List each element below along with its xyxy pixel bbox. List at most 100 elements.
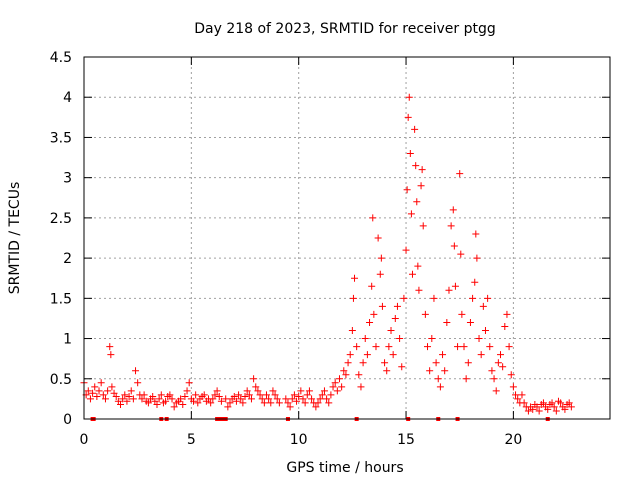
data-point — [398, 363, 406, 371]
data-point — [460, 343, 468, 351]
data-point — [308, 395, 316, 403]
data-point — [207, 399, 215, 407]
data-point — [372, 343, 380, 351]
data-point — [224, 403, 232, 411]
data-point — [217, 397, 225, 405]
x-axis-label: GPS time / hours — [286, 460, 403, 476]
data-point — [138, 395, 146, 403]
data-point — [215, 392, 223, 400]
data-point — [355, 371, 363, 379]
data-point — [245, 391, 253, 399]
data-point — [405, 93, 413, 101]
data-point — [481, 327, 489, 335]
data-point — [404, 113, 412, 121]
data-point — [454, 343, 462, 351]
data-point — [417, 182, 425, 190]
data-point — [424, 343, 432, 351]
data-point — [464, 359, 472, 367]
data-point — [262, 391, 270, 399]
data-point — [400, 294, 408, 302]
data-point — [484, 294, 492, 302]
data-point — [331, 379, 339, 387]
x-tick-label: 10 — [290, 432, 308, 448]
data-point — [260, 399, 268, 407]
data-point — [396, 335, 404, 343]
data-point — [323, 395, 331, 403]
data-point — [533, 403, 541, 411]
data-point — [471, 278, 479, 286]
data-point — [211, 391, 219, 399]
data-point — [421, 310, 429, 318]
data-point — [561, 405, 569, 413]
data-point — [235, 391, 243, 399]
data-point — [340, 367, 348, 375]
data-point — [106, 343, 114, 351]
data-point — [275, 399, 283, 407]
y-tick-label: 0 — [63, 412, 72, 428]
data-point — [144, 399, 152, 407]
data-point — [428, 335, 436, 343]
data-point — [91, 383, 99, 391]
data-point — [226, 399, 234, 407]
data-point — [140, 391, 148, 399]
data-point — [329, 383, 337, 391]
data-point — [230, 392, 238, 400]
data-point — [284, 399, 292, 407]
data-point — [168, 395, 176, 403]
data-point — [112, 392, 120, 400]
data-point — [514, 395, 522, 403]
data-points — [80, 93, 575, 421]
data-point — [316, 395, 324, 403]
data-point — [95, 387, 103, 395]
x-tick-label: 15 — [397, 432, 415, 448]
data-point — [499, 363, 507, 371]
data-point — [305, 387, 313, 395]
data-point — [458, 310, 466, 318]
data-point — [232, 397, 240, 405]
data-point — [413, 198, 421, 206]
data-point — [411, 125, 419, 133]
data-point — [353, 343, 361, 351]
data-point — [441, 367, 449, 375]
data-point — [209, 395, 217, 403]
data-point — [535, 407, 543, 415]
data-point — [368, 282, 376, 290]
data-point — [288, 395, 296, 403]
data-point — [170, 403, 178, 411]
x-tick-label: 5 — [187, 432, 196, 448]
data-point — [503, 310, 511, 318]
y-tick-label: 4 — [63, 90, 72, 106]
data-point — [222, 395, 230, 403]
data-point — [434, 375, 442, 383]
data-point — [377, 254, 385, 262]
data-point — [406, 150, 414, 158]
data-point — [177, 395, 185, 403]
data-point — [393, 302, 401, 310]
data-point — [185, 379, 193, 387]
data-point — [200, 391, 208, 399]
data-point — [475, 335, 483, 343]
x-tick-label: 20 — [504, 432, 522, 448]
data-point — [252, 383, 260, 391]
data-point — [116, 401, 124, 409]
y-axis-label: SRMTID / TECUs — [7, 182, 23, 295]
data-point — [318, 391, 326, 399]
data-point — [166, 391, 174, 399]
data-point — [443, 318, 451, 326]
data-point — [507, 371, 515, 379]
data-point — [550, 403, 558, 411]
data-point — [412, 162, 420, 170]
y-tick-label: 2.5 — [50, 211, 72, 227]
data-point — [157, 391, 165, 399]
data-point — [97, 379, 105, 387]
data-point — [325, 399, 333, 407]
data-point — [346, 351, 354, 359]
data-point — [539, 399, 547, 407]
data-point — [430, 294, 438, 302]
data-point — [86, 395, 94, 403]
data-point — [256, 391, 264, 399]
y-tick-label: 3 — [63, 171, 72, 187]
data-point — [89, 389, 97, 397]
data-point — [273, 395, 281, 403]
